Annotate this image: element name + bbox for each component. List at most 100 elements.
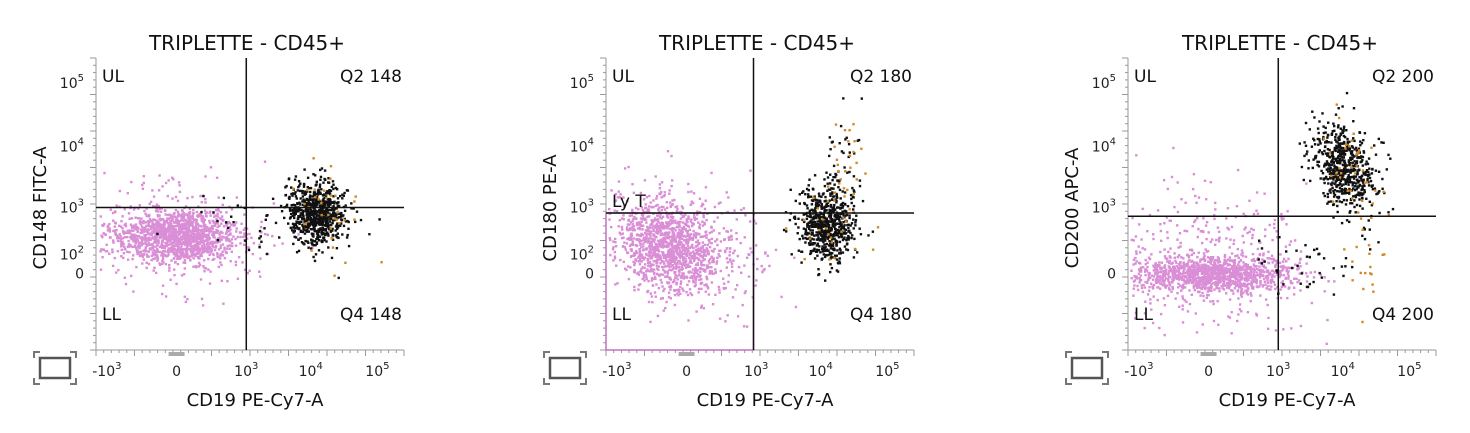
data-point xyxy=(749,247,752,250)
data-point xyxy=(653,217,657,220)
data-point xyxy=(836,216,839,219)
data-point xyxy=(359,218,363,222)
data-point xyxy=(724,250,727,254)
data-point xyxy=(652,234,655,238)
data-point xyxy=(126,235,129,239)
chart-panel-3: TRIPLETTE - CD45+-103 0 103 104 105010310410… xyxy=(1062,31,1437,411)
data-point xyxy=(221,243,225,246)
data-point xyxy=(625,242,629,245)
data-point xyxy=(140,243,144,247)
data-point xyxy=(182,273,186,276)
data-point xyxy=(832,248,835,252)
data-point xyxy=(808,243,811,246)
data-point xyxy=(823,237,826,240)
data-point xyxy=(202,228,205,231)
plot-select-icon[interactable] xyxy=(543,351,587,385)
data-point xyxy=(156,247,159,250)
data-point xyxy=(223,246,226,249)
data-point xyxy=(206,240,209,244)
data-point xyxy=(184,226,188,229)
data-point xyxy=(155,221,158,224)
data-point xyxy=(223,256,227,260)
data-point xyxy=(695,241,698,244)
data-point xyxy=(662,265,665,269)
data-point xyxy=(215,228,218,232)
data-point xyxy=(818,228,821,232)
data-point xyxy=(678,233,681,237)
data-point xyxy=(650,244,653,247)
data-point xyxy=(217,209,220,212)
data-point xyxy=(170,230,173,233)
data-point xyxy=(183,234,187,237)
data-point xyxy=(726,314,729,317)
data-point xyxy=(817,199,820,202)
data-point xyxy=(176,247,180,250)
x-tick-label: 104 xyxy=(299,361,323,380)
data-point xyxy=(297,185,300,189)
data-point xyxy=(692,229,695,233)
data-point xyxy=(245,227,249,230)
data-point xyxy=(804,212,807,216)
data-point xyxy=(178,190,182,194)
plot-select-icon[interactable] xyxy=(33,351,77,385)
data-point xyxy=(1255,278,1258,282)
data-point xyxy=(647,264,650,268)
data-point xyxy=(293,216,296,220)
data-point xyxy=(313,198,316,201)
data-point xyxy=(839,224,842,228)
data-point xyxy=(311,220,315,224)
data-point xyxy=(739,241,742,245)
chart-panel-2: TRIPLETTE - CD45+-103 0 103 104 105010210310… xyxy=(540,31,915,411)
data-point xyxy=(342,224,346,228)
data-point xyxy=(847,229,850,233)
data-point xyxy=(671,240,674,243)
data-point xyxy=(313,259,317,263)
data-point xyxy=(331,201,334,204)
data-point xyxy=(208,253,211,257)
data-point xyxy=(1226,281,1229,285)
x-axis-handle[interactable] xyxy=(678,352,695,356)
data-point xyxy=(826,201,830,204)
data-point xyxy=(121,227,124,230)
data-point xyxy=(658,254,662,257)
data-point xyxy=(701,220,704,223)
data-point xyxy=(673,245,676,248)
data-point xyxy=(215,231,218,234)
data-point xyxy=(169,248,172,251)
data-point xyxy=(798,202,801,205)
data-point xyxy=(647,254,650,258)
data-point xyxy=(681,214,685,218)
data-point xyxy=(317,249,321,252)
data-point xyxy=(264,232,267,236)
data-point xyxy=(750,251,753,254)
data-point xyxy=(830,210,833,213)
data-point xyxy=(316,237,320,240)
data-point xyxy=(708,258,712,261)
data-point xyxy=(281,242,284,245)
data-point xyxy=(838,217,841,221)
data-point xyxy=(796,232,799,235)
data-point xyxy=(162,261,165,264)
data-point xyxy=(694,236,698,239)
data-point xyxy=(332,205,335,208)
data-point xyxy=(810,243,814,246)
data-point xyxy=(703,221,706,225)
data-point xyxy=(314,218,317,221)
data-point xyxy=(334,234,338,237)
data-point xyxy=(688,288,692,291)
y-axis-label: CD148 FITC-A xyxy=(30,146,51,270)
data-point xyxy=(653,275,657,279)
data-point xyxy=(176,230,179,234)
data-point xyxy=(668,231,671,234)
data-point xyxy=(213,231,216,234)
x-axis-handle[interactable] xyxy=(168,352,185,356)
data-point xyxy=(708,272,711,275)
data-point xyxy=(652,224,655,228)
data-point xyxy=(1258,276,1262,279)
data-point xyxy=(320,232,323,235)
data-point xyxy=(667,221,671,225)
data-point xyxy=(817,192,821,195)
data-point xyxy=(314,253,318,256)
data-point xyxy=(702,254,705,257)
data-point xyxy=(679,280,683,283)
